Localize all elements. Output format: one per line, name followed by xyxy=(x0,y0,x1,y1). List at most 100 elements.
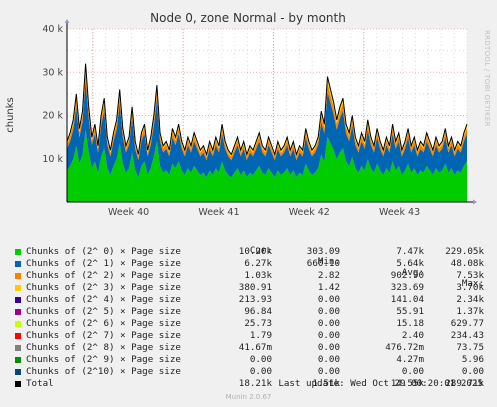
legend-max: 48.08k xyxy=(450,258,484,269)
legend-min: 0.00 xyxy=(317,330,340,341)
legend-max: 629.77 xyxy=(450,318,484,329)
legend-avg: 0.00 xyxy=(401,366,424,377)
legend-cur: 96.84 xyxy=(244,306,272,317)
legend-max: 5.96 xyxy=(461,354,484,365)
legend-swatch xyxy=(15,309,21,315)
legend-row: Chunks of (2^ 3) × Page size 380.91 1.42 32… xyxy=(0,282,497,294)
legend-row: Chunks of (2^ 6) × Page size 25.73 0.00 15.… xyxy=(0,318,497,330)
legend-swatch xyxy=(15,369,21,375)
x-tick-label: Week 42 xyxy=(289,207,330,218)
legend-cur: 0.00 xyxy=(249,354,272,365)
legend-avg: 902.90 xyxy=(390,270,424,281)
y-tick-label: 40 k xyxy=(42,24,63,35)
legend-label: Total xyxy=(26,378,54,389)
legend-avg: 14.55k xyxy=(390,378,424,389)
legend-row: Chunks of (2^ 7) × Page size 1.79 0.00 2.40… xyxy=(0,330,497,342)
legend-swatch xyxy=(15,381,21,387)
legend-row: Chunks of (2^ 2) × Page size 1.03k 2.82 902… xyxy=(0,270,497,282)
legend-row: Total 18.21k 1.51k 14.55k 289.71k xyxy=(0,378,497,390)
legend-avg: 323.69 xyxy=(390,282,424,293)
legend-swatch xyxy=(15,297,21,303)
legend-avg: 141.04 xyxy=(390,294,424,305)
legend-label: Chunks of (2^ 7) × Page size xyxy=(26,330,181,341)
legend-cur: 1.79 xyxy=(249,330,272,341)
legend-label: Chunks of (2^ 0) × Page size xyxy=(26,246,181,257)
legend-max: 289.71k xyxy=(445,378,484,389)
legend-cur: 18.21k xyxy=(238,378,272,389)
legend-label: Chunks of (2^ 3) × Page size xyxy=(26,282,181,293)
legend-avg: 4.27m xyxy=(396,354,424,365)
legend-min: 1.42 xyxy=(317,282,340,293)
legend-cur: 380.91 xyxy=(238,282,272,293)
header-avg: Avg: xyxy=(401,267,424,278)
legend-avg: 476.72m xyxy=(385,342,424,353)
legend-swatch xyxy=(15,249,21,255)
legend-max: 3.70k xyxy=(456,282,484,293)
chart-title: Node 0, zone Normal - by month xyxy=(150,11,346,25)
legend-min: 1.51k xyxy=(312,378,340,389)
legend-swatch xyxy=(15,285,21,291)
y-tick-label: 20 k xyxy=(42,111,63,122)
y-tick-label: 10 k xyxy=(42,154,63,165)
legend-label: Chunks of (2^ 1) × Page size xyxy=(26,258,181,269)
legend-cur: 41.67m xyxy=(238,342,272,353)
legend-label: Chunks of (2^ 2) × Page size xyxy=(26,270,181,281)
legend-min: 0.00 xyxy=(317,366,340,377)
legend-avg: 2.40 xyxy=(401,330,424,341)
legend-min: 0.00 xyxy=(317,342,340,353)
axis-ticks: 10 k 20 k 30 k 40 k Week 40 Week 41 Week 42 Wee… xyxy=(42,19,477,218)
munin-version: Munin 2.0.67 xyxy=(225,393,272,401)
legend-max: 73.75 xyxy=(456,342,484,353)
legend-cur: 213.93 xyxy=(238,294,272,305)
legend-cur: 25.73 xyxy=(244,318,272,329)
chart: 10 k 20 k 30 k 40 k Week 40 Week 41 Week 42 Wee… xyxy=(5,11,477,218)
area-layer xyxy=(67,130,467,202)
legend-max: 1.37k xyxy=(456,306,484,317)
legend-swatch xyxy=(15,345,21,351)
area-layer xyxy=(67,80,467,178)
legend-row: Chunks of (2^10) × Page size 0.00 0.00 0.00… xyxy=(0,366,497,378)
x-tick-label: Week 43 xyxy=(379,207,420,218)
legend-min: 0.00 xyxy=(317,318,340,329)
legend-min: 2.82 xyxy=(317,270,340,281)
header-cur: Cur: xyxy=(249,245,272,256)
legend-min: 0.00 xyxy=(317,294,340,305)
legend-row: Chunks of (2^ 1) × Page size 6.27k 660.10 5… xyxy=(0,258,497,270)
legend-swatch xyxy=(15,333,21,339)
legend-row: Chunks of (2^ 9) × Page size 0.00 0.00 4.27… xyxy=(0,354,497,366)
legend-max: 0.00 xyxy=(461,366,484,377)
legend-header: Cur: Min: Avg: Max: xyxy=(0,234,497,289)
last-update: Last update: Wed Oct 29 00:20:01 2025 xyxy=(278,378,483,389)
legend-cur: 1.03k xyxy=(244,270,272,281)
rrdtool-watermark: RRDTOOL / TOBI OETIKER xyxy=(483,30,491,127)
legend-label: Chunks of (2^ 8) × Page size xyxy=(26,342,181,353)
legend-row: Chunks of (2^ 4) × Page size 213.93 0.00 14… xyxy=(0,294,497,306)
legend-swatch xyxy=(15,357,21,363)
legend-row: Chunks of (2^ 5) × Page size 96.84 0.00 55.… xyxy=(0,306,497,318)
legend-avg: 7.47k xyxy=(396,246,424,257)
total-line xyxy=(66,63,468,157)
legend-min: 660.10 xyxy=(306,258,340,269)
legend-swatch xyxy=(15,273,21,279)
legend-avg: 5.64k xyxy=(396,258,424,269)
legend-max: 229.05k xyxy=(445,246,484,257)
legend-cur: 10.20k xyxy=(238,246,272,257)
legend-cur: 0.00 xyxy=(249,366,272,377)
y-axis-label: chunks xyxy=(5,97,16,133)
legend-max: 234.43 xyxy=(450,330,484,341)
y-tick-label: 30 k xyxy=(42,67,63,78)
area-layers xyxy=(66,63,468,202)
legend-cur: 6.27k xyxy=(244,258,272,269)
legend-min: 0.00 xyxy=(317,306,340,317)
legend-label: Chunks of (2^ 4) × Page size xyxy=(26,294,181,305)
legend-label: Chunks of (2^10) × Page size xyxy=(26,366,181,377)
legend-max: 7.53k xyxy=(456,270,484,281)
legend-swatch xyxy=(15,261,21,267)
legend-row: Chunks of (2^ 8) × Page size 41.67m 0.00 47… xyxy=(0,342,497,354)
legend-min: 0.00 xyxy=(317,354,340,365)
legend-min: 303.09 xyxy=(306,246,340,257)
legend-swatch xyxy=(15,321,21,327)
legend-label: Chunks of (2^ 6) × Page size xyxy=(26,318,181,329)
header-max: Max: xyxy=(461,278,484,289)
legend-label: Chunks of (2^ 9) × Page size xyxy=(26,354,181,365)
